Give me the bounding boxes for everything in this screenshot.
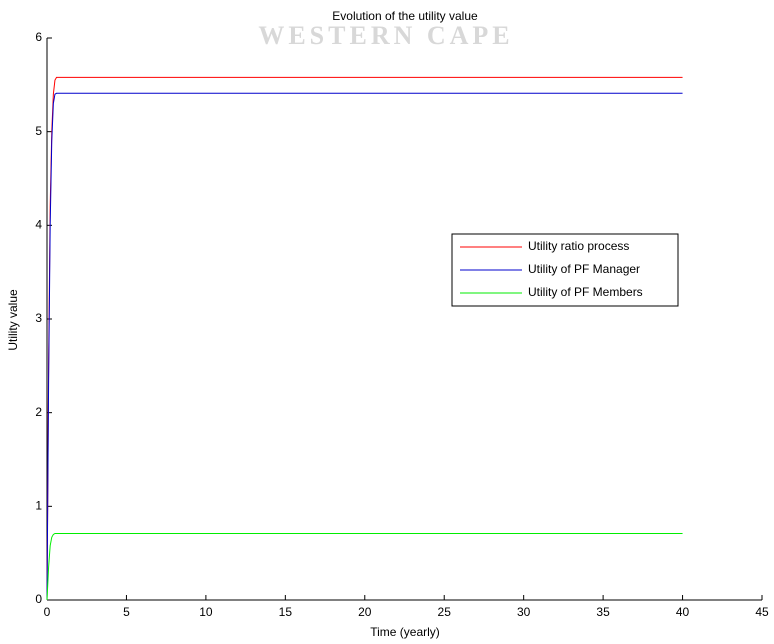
y-tick-label: 5	[35, 124, 42, 138]
x-tick-label: 45	[755, 605, 769, 619]
x-tick-label: 0	[44, 605, 51, 619]
x-tick-label: 20	[358, 605, 372, 619]
x-tick-label: 30	[517, 605, 531, 619]
y-tick-label: 4	[35, 218, 42, 232]
series-line	[46, 532, 683, 601]
legend-label: Utility of PF Members	[528, 285, 643, 299]
x-tick-label: 10	[199, 605, 213, 619]
y-tick-label: 3	[35, 311, 42, 325]
y-tick-label: 6	[35, 30, 42, 44]
y-axis-label: Utility value	[6, 289, 20, 351]
legend-label: Utility ratio process	[528, 239, 629, 253]
x-tick-label: 5	[123, 605, 130, 619]
y-tick-label: 2	[35, 405, 42, 419]
legend-label: Utility of PF Manager	[528, 262, 640, 276]
x-tick-label: 35	[596, 605, 610, 619]
x-tick-label: 25	[438, 605, 452, 619]
y-tick-label: 0	[35, 592, 42, 606]
x-axis-label: Time (yearly)	[370, 625, 440, 639]
x-tick-label: 15	[279, 605, 293, 619]
y-tick-label: 1	[35, 499, 42, 513]
series-line	[46, 92, 683, 601]
chart-title: Evolution of the utility value	[332, 9, 478, 23]
series-line	[46, 76, 683, 601]
watermark: WESTERN CAPE	[258, 21, 513, 50]
x-tick-label: 40	[676, 605, 690, 619]
